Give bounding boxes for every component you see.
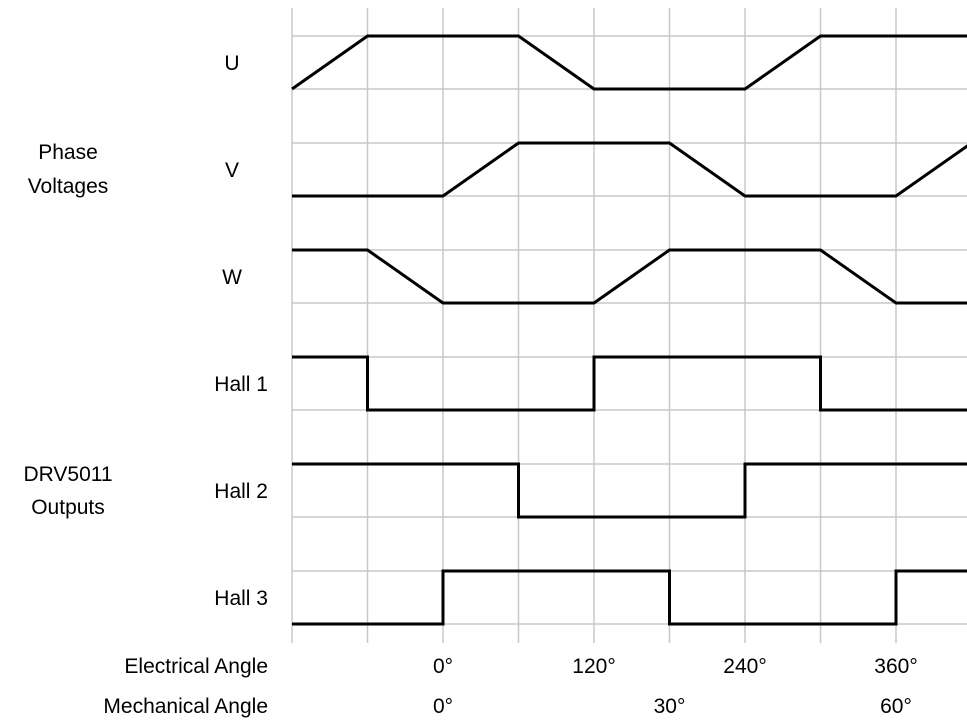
mechanical-tick-label: 30° [654, 695, 686, 718]
mechanical-tick-label: 0° [433, 695, 453, 718]
mechanical-angle-title: Mechanical Angle [103, 695, 268, 718]
row-label-v: V [225, 159, 239, 182]
signal-waveforms [291, 34, 967, 626]
row-label-hall2: Hall 2 [214, 480, 268, 503]
electrical-tick-label: 0° [433, 655, 453, 678]
row-label-u: U [224, 52, 239, 75]
signal-hall-1 [292, 355, 967, 412]
drv5011-outputs-label-line1: DRV5011 [23, 463, 112, 486]
horizontal-grid [292, 35, 967, 625]
signal-u [291, 34, 967, 91]
vertical-grid [291, 8, 897, 643]
row-label-hall1: Hall 1 [214, 373, 268, 396]
signal-w [292, 248, 967, 305]
signal-v [292, 141, 967, 198]
signal-hall-3 [292, 569, 967, 626]
drv5011-outputs-label-line2: Outputs [31, 496, 105, 519]
phase-voltages-label-line2: Voltages [28, 175, 109, 198]
electrical-angle-title: Electrical Angle [124, 655, 268, 678]
row-label-w: W [222, 266, 242, 289]
electrical-tick-label: 120° [572, 655, 615, 678]
mechanical-tick-label: 60° [880, 695, 912, 718]
phase-voltages-label-line1: Phase [38, 141, 98, 164]
signal-hall-2 [292, 462, 967, 519]
electrical-tick-label: 360° [874, 655, 917, 678]
tick-labels: 0° 120° 240° 360° 0° 30° 60° [433, 655, 918, 718]
electrical-tick-label: 240° [723, 655, 766, 678]
row-label-hall3: Hall 3 [214, 587, 268, 610]
